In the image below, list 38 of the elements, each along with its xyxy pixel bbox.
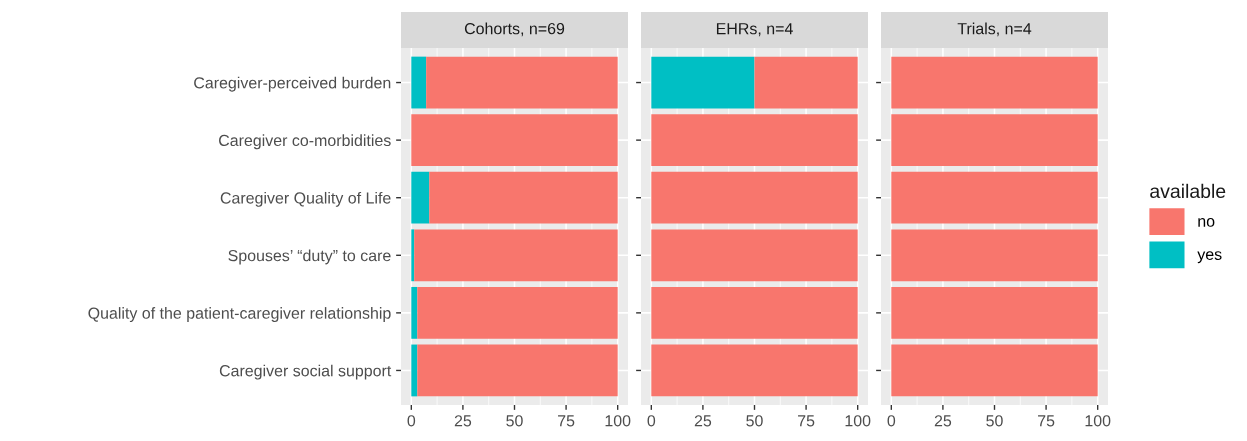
x-tick-label: 75 [1038,415,1055,427]
bar [411,171,430,224]
chart-title: Cohorts, n=69 [464,22,565,37]
bar [414,229,618,282]
x-tick-label: 100 [845,415,871,427]
bar [417,344,618,397]
x-tick-label: 0 [887,415,896,427]
x-tick-label: 100 [1085,415,1111,427]
bar [411,344,418,397]
y-tick-label: Caregiver co-morbidities [219,134,391,150]
x-tick-label: 50 [986,415,1003,427]
x-tick-label: 75 [798,415,815,427]
chart-title: Trials, n=4 [957,22,1032,37]
y-tick-label: Caregiver Quality of Life [220,191,391,207]
x-tick-label: 25 [934,415,952,427]
y-tick-label: Caregiver social support [219,364,392,380]
y-tick-label: Caregiver-perceived burden [194,76,391,92]
bar [417,286,618,339]
x-tick-label: 50 [746,415,763,427]
x-tick-label: 25 [454,415,472,427]
x-tick-label: 50 [506,415,523,427]
legend-title: available [1150,183,1226,199]
x-tick-label: 0 [407,415,416,427]
legend-label: yes [1197,251,1222,264]
x-tick-label: 0 [647,415,656,427]
y-tick-label: Quality of the patient-caregiver relationship [88,307,391,322]
x-tick-label: 100 [605,415,631,427]
x-tick-label: 75 [558,415,575,427]
bar [411,229,415,282]
bar [429,171,618,224]
bar [426,56,618,109]
bar [411,114,618,167]
x-tick-label: 25 [694,415,712,427]
chart-title: EHRs, n=4 [716,23,793,37]
bar [411,286,418,339]
y-tick-label: Spouses’ “duty” to care [228,249,391,265]
legend-label: no [1198,218,1215,227]
bar [411,56,427,109]
